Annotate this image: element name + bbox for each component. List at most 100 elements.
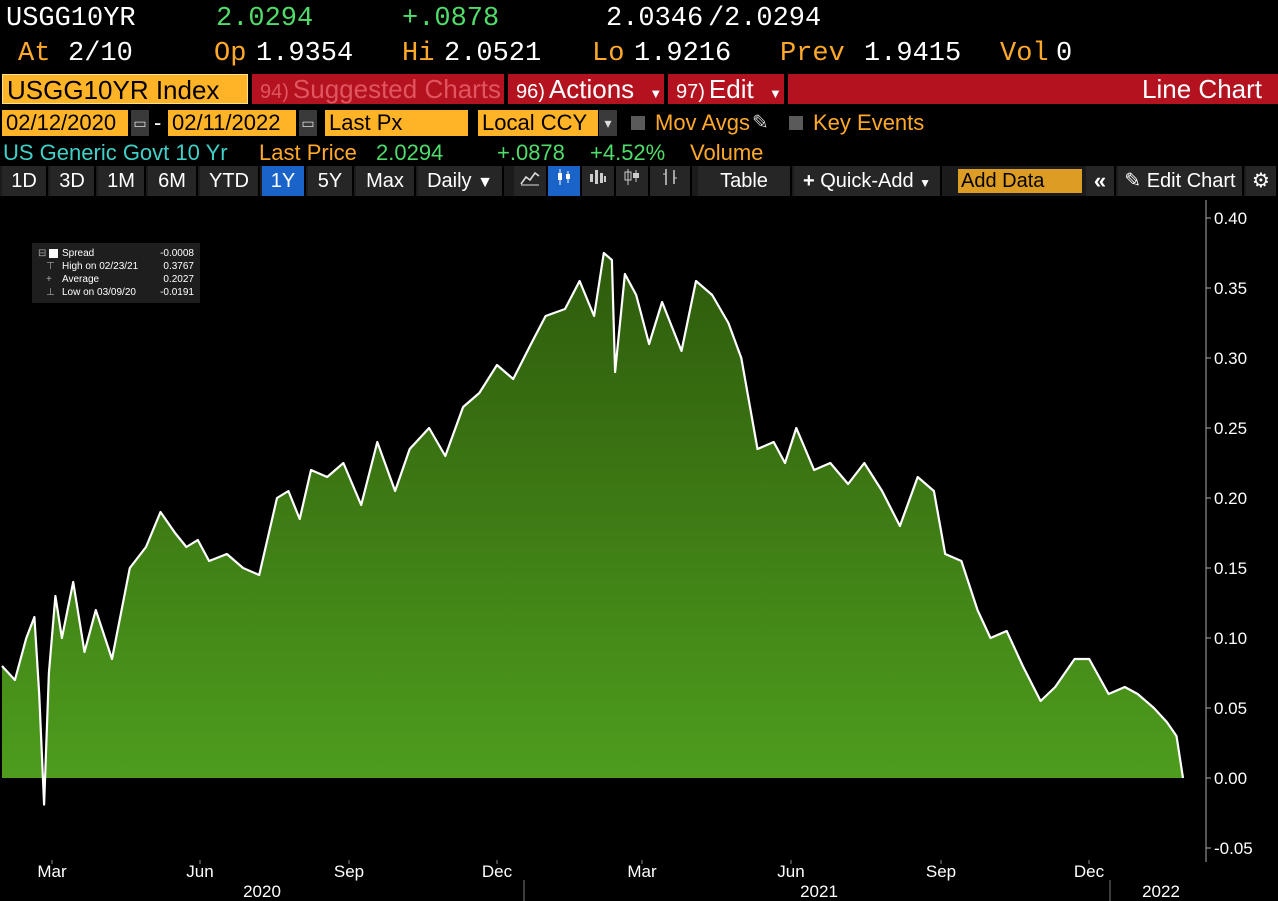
change-value-info: +.0878: [497, 140, 565, 165]
period-button-5y[interactable]: 5Y: [308, 166, 354, 196]
x-tick-label: Mar: [627, 862, 657, 881]
x-tick-label: Dec: [1074, 862, 1105, 881]
index-field[interactable]: USGG10YR Index: [2, 74, 248, 105]
pencil-icon[interactable]: ✎: [752, 112, 769, 134]
x-tick-label: Jun: [777, 862, 804, 881]
actions-menu[interactable]: 96) Actions ▼: [508, 74, 664, 104]
period-button-1d[interactable]: 1D: [2, 166, 48, 196]
plus-icon: +: [802, 170, 815, 192]
collapse-icon[interactable]: «: [1086, 166, 1116, 196]
y-tick-label: 0.15: [1214, 559, 1247, 578]
x-year-label: 2022: [1142, 882, 1180, 901]
calendar-icon[interactable]: ▭: [299, 110, 317, 136]
legend-series-value: -0.0008: [160, 248, 194, 259]
chart-toolbar: 1D 3D 1M 6M YTD 1Y 5Y Max Daily ▼ Table + Quick…: [0, 166, 1278, 196]
legend-low-value: -0.0191: [160, 287, 194, 298]
legend-average-label: Average: [62, 274, 100, 285]
low-label: Lo: [592, 39, 625, 69]
ohlc-icon[interactable]: [616, 166, 650, 196]
mov-avgs-label: Mov Avgs: [655, 110, 750, 135]
y-tick-label: 0.35: [1214, 279, 1247, 298]
caret-down-icon: ▼: [919, 176, 932, 190]
at-value: 2/10: [68, 39, 133, 69]
currency-select[interactable]: Local CCY: [478, 110, 598, 136]
open-label: Op: [214, 39, 247, 69]
high-marker-icon: ⊤: [46, 261, 55, 272]
period-button-max[interactable]: Max: [356, 166, 416, 196]
high-value: 2.0521: [444, 39, 542, 69]
edit-chart-button[interactable]: ✎ Edit Chart: [1118, 166, 1244, 196]
price-chart[interactable]: 0.40 0.35 0.30 0.25 0.20 0.15 0.10 0.05 0.00 -0.0…: [0, 198, 1278, 901]
series-swatch: [49, 249, 58, 258]
high-label: Hi: [402, 39, 435, 69]
edit-menu[interactable]: 97) Edit ▼: [668, 74, 784, 104]
edit-label: Edit: [708, 74, 754, 104]
legend-high-value: 0.3767: [163, 261, 194, 272]
x-tick-label: Sep: [926, 862, 956, 881]
period-button-ytd[interactable]: YTD: [200, 166, 260, 196]
suggested-charts-button[interactable]: 94) Suggested Charts: [252, 74, 504, 104]
end-date-input[interactable]: 02/11/2022: [168, 110, 296, 136]
y-tick-label: 0.25: [1214, 419, 1247, 438]
quick-add-label: Quick-Add: [820, 170, 914, 192]
suggested-charts-number: 94): [260, 81, 289, 103]
frequency-label: Daily: [427, 170, 472, 192]
bid-value: 2.0346: [606, 4, 704, 34]
actions-label: Actions: [548, 74, 635, 104]
x-tick-label: Dec: [482, 862, 513, 881]
actions-number: 96): [516, 81, 545, 103]
caret-down-icon: ▼: [768, 86, 782, 101]
x-year-label: 2020: [243, 882, 281, 901]
add-data-input[interactable]: Add Data: [958, 169, 1082, 193]
low-value: 1.9216: [634, 39, 732, 69]
caret-down-icon: ▼: [649, 86, 663, 101]
caret-down-icon: ▼: [477, 174, 493, 191]
series-area: [2, 253, 1183, 805]
quick-add-button[interactable]: + Quick-Add ▼: [794, 166, 942, 196]
suggested-charts-label: Suggested Charts: [292, 74, 502, 104]
candlestick-icon[interactable]: [548, 166, 582, 196]
low-marker-icon: ⊥: [46, 287, 55, 298]
change-value: +.0878: [402, 4, 500, 34]
hlc-bar-icon[interactable]: [650, 166, 692, 196]
legend-average-value: 0.2027: [163, 274, 194, 285]
gear-icon[interactable]: ⚙: [1246, 166, 1278, 196]
line-chart-icon[interactable]: [514, 166, 548, 196]
prev-value: 1.9415: [864, 39, 962, 69]
average-marker-icon: +: [46, 274, 52, 285]
title-bar: USGG10YR Index 94) Suggested Charts 96) Ac…: [0, 72, 1278, 106]
ticker: USGG10YR: [6, 4, 136, 34]
chevron-down-icon[interactable]: ▾: [599, 110, 617, 136]
field-select[interactable]: Last Px: [325, 110, 468, 136]
last-price-label: Last Price: [259, 140, 357, 165]
legend-series-label: Spread: [62, 248, 95, 259]
legend-low-label: Low on 03/09/20: [62, 287, 136, 298]
y-tick-label: -0.05: [1214, 839, 1253, 858]
period-button-1y[interactable]: 1Y: [262, 166, 306, 196]
series-line: [1, 251, 1185, 806]
legend-high-label: High on 02/23/21: [62, 261, 139, 272]
collapse-tree-icon[interactable]: ⊟: [38, 248, 47, 259]
x-tick-label: Mar: [37, 862, 67, 881]
key-events-label: Key Events: [813, 110, 925, 135]
last-price-value: 2.0294: [376, 140, 444, 165]
period-button-6m[interactable]: 6M: [148, 166, 198, 196]
frequency-select[interactable]: Daily ▼: [418, 166, 504, 196]
mov-avgs-checkbox[interactable]: [631, 116, 645, 130]
bar-chart-icon[interactable]: [582, 166, 616, 196]
key-events-checkbox[interactable]: [789, 116, 803, 130]
calendar-icon[interactable]: ▭: [131, 110, 149, 136]
y-tick-label: 0.30: [1214, 349, 1247, 368]
bid-ask-separator: /: [708, 4, 725, 34]
start-date-input[interactable]: 02/12/2020: [2, 110, 128, 136]
ask-value: 2.0294: [724, 4, 822, 34]
y-tick-label: 0.10: [1214, 629, 1247, 648]
change-pct-value: +4.52%: [590, 140, 666, 165]
edit-chart-label: Edit Chart: [1146, 170, 1236, 192]
chart-type-label: Line Chart: [788, 74, 1278, 104]
chart-legend[interactable]: ⊟ Spread -0.0008 ⊤ High on 02/23/21 0.37…: [32, 243, 200, 303]
table-button[interactable]: Table: [698, 166, 792, 196]
at-label: At: [18, 39, 51, 69]
period-button-3d[interactable]: 3D: [50, 166, 96, 196]
period-button-1m[interactable]: 1M: [98, 166, 146, 196]
